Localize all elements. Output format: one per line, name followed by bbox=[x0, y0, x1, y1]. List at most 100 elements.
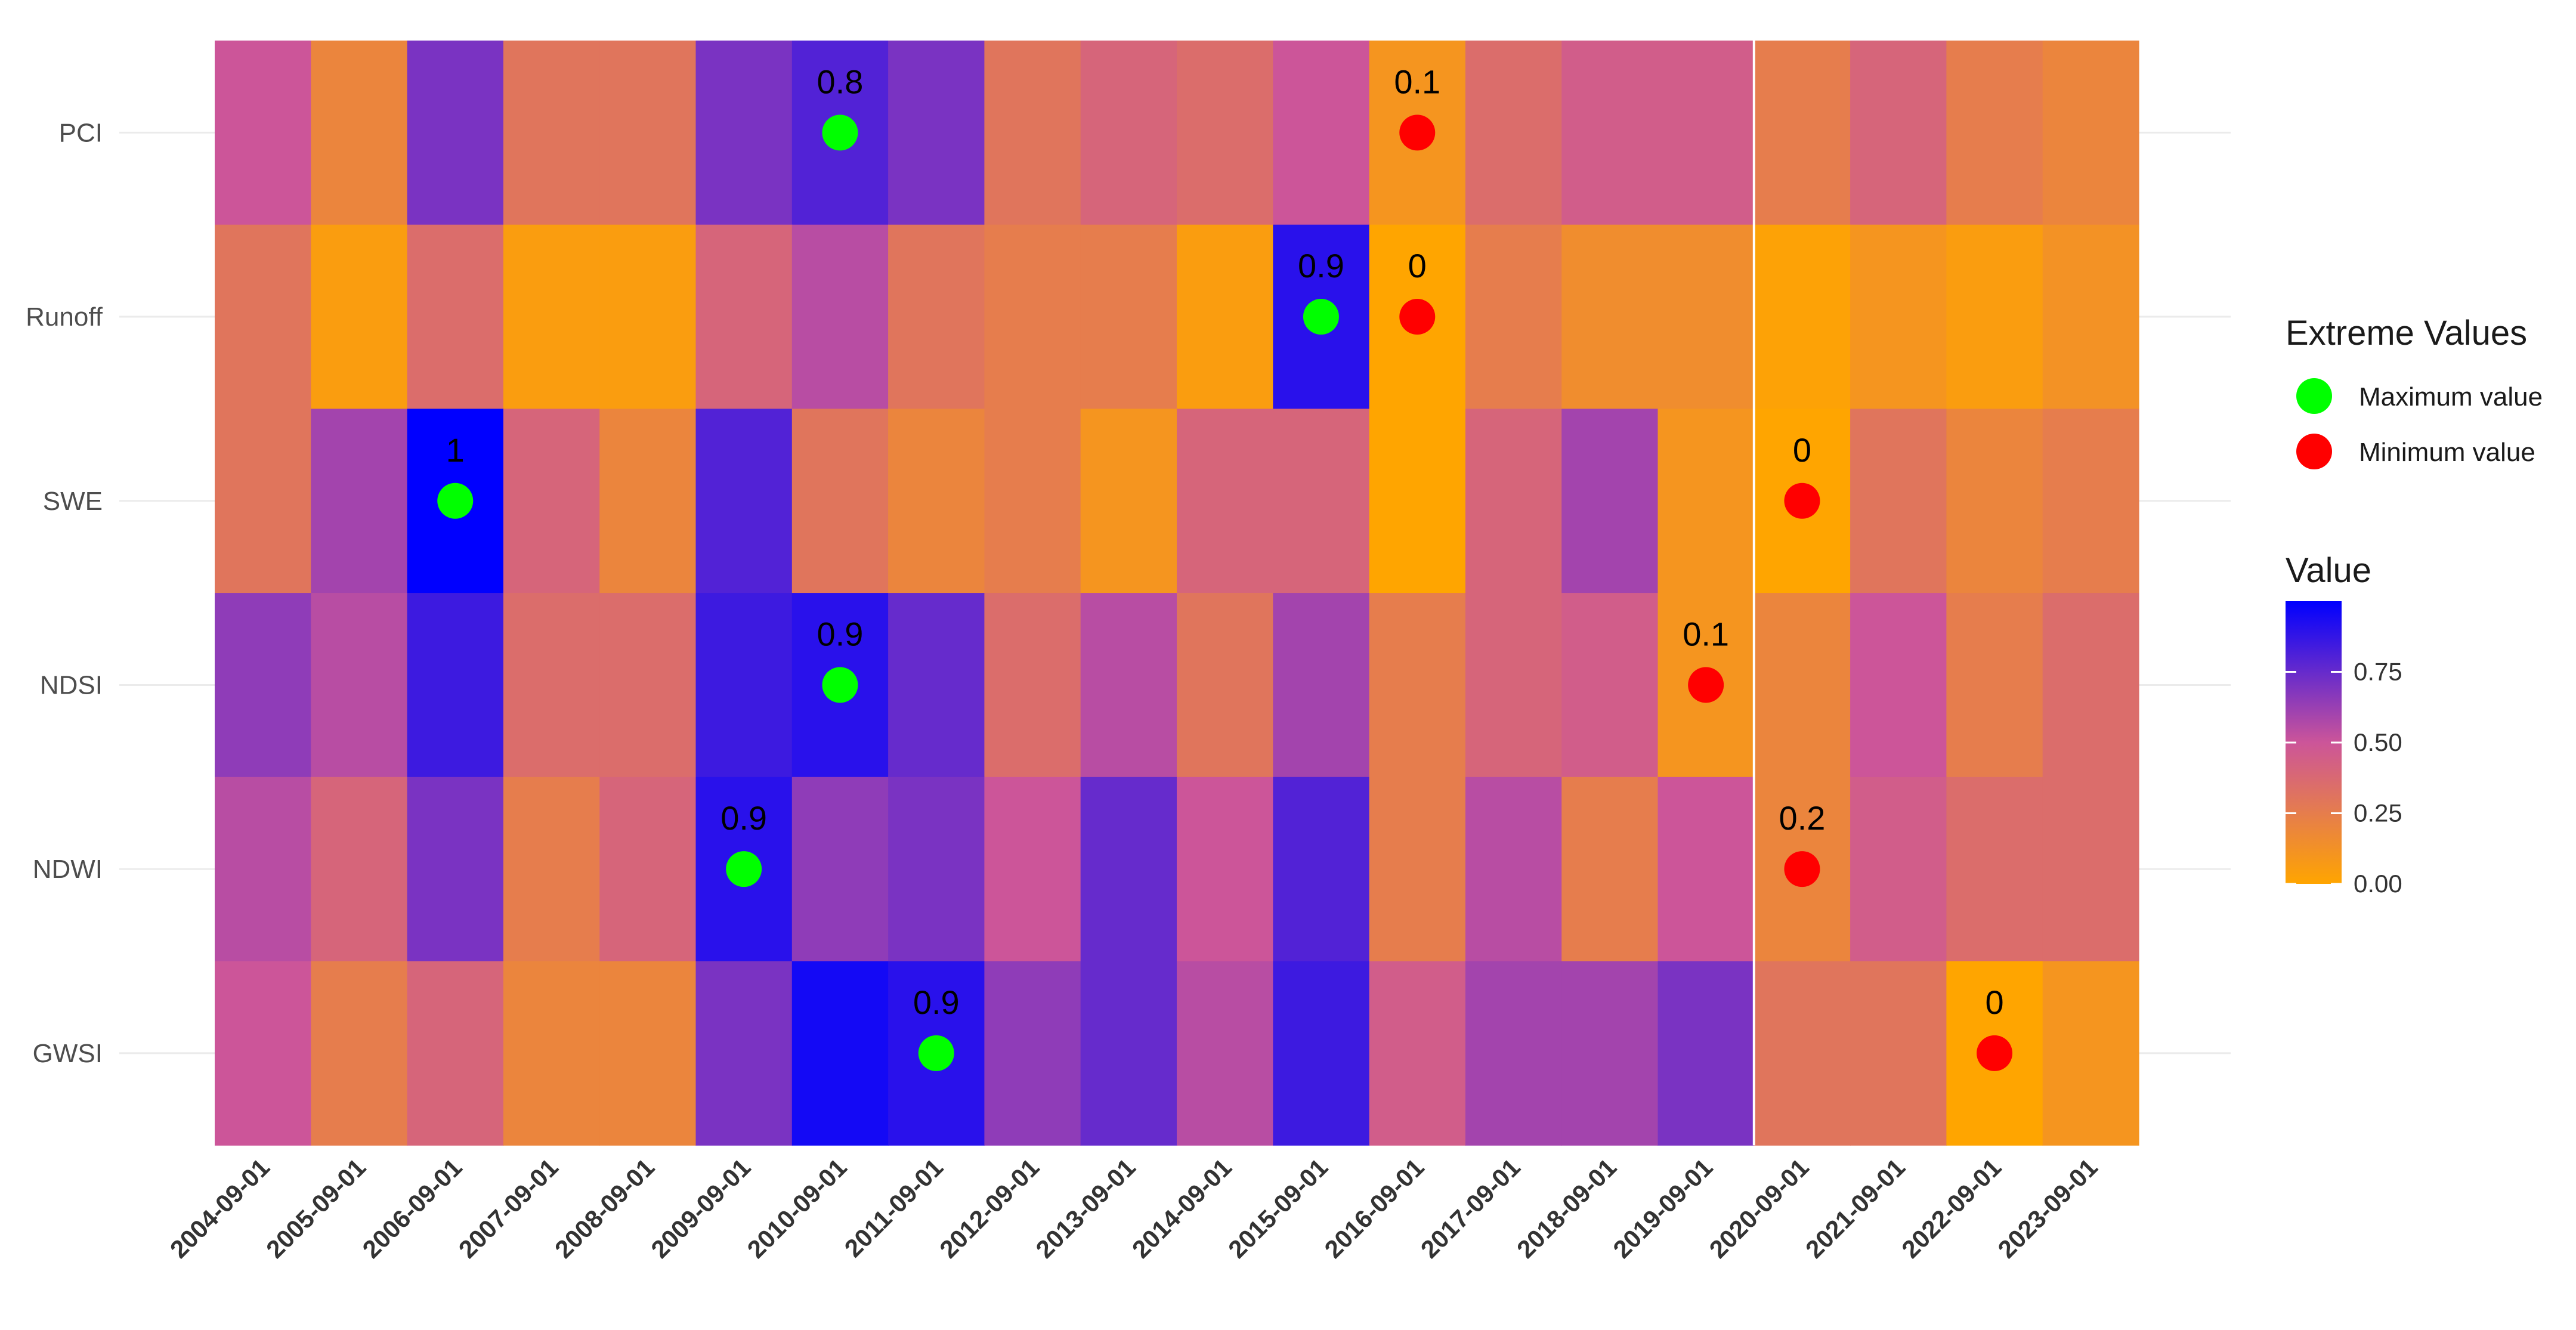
heatmap-cell bbox=[1465, 777, 1562, 962]
heatmap-cell bbox=[1369, 409, 1466, 593]
heatmap-cell bbox=[1273, 961, 1370, 1146]
x-tick-label: 2011-09-01 bbox=[839, 1153, 949, 1263]
x-tick-label: 2021-09-01 bbox=[1800, 1153, 1910, 1263]
heatmap-cell bbox=[1080, 224, 1177, 409]
x-tick-label: 2020-09-01 bbox=[1704, 1153, 1814, 1263]
colorbar: Value 0.00 0.25 0.50 0.75 bbox=[2286, 551, 2402, 898]
heatmap-cell bbox=[1273, 409, 1370, 593]
x-tick-label: 2023-09-01 bbox=[1993, 1153, 2103, 1263]
heatmap-cell bbox=[888, 593, 985, 778]
x-tick-label: 2006-09-01 bbox=[357, 1153, 467, 1263]
y-tick-label: PCI bbox=[59, 118, 103, 147]
heatmap-cell bbox=[311, 41, 408, 225]
heatmap-cell bbox=[2042, 961, 2139, 1146]
x-tick-label: 2005-09-01 bbox=[261, 1153, 371, 1263]
heatmap-cell bbox=[599, 41, 697, 225]
heatmap-cell bbox=[311, 224, 408, 409]
x-tick-label: 2022-09-01 bbox=[1896, 1153, 2006, 1263]
heatmap-cell bbox=[503, 593, 600, 778]
heatmap-cell bbox=[1080, 41, 1177, 225]
heatmap-cell bbox=[215, 224, 311, 409]
heatmap-cell bbox=[407, 777, 504, 962]
heatmap-cell bbox=[311, 593, 408, 778]
extreme-points: 0.8 0.1 0.9 0 1 0 0.9 0.1 0.9 0.2 0.9 0 bbox=[437, 63, 2013, 1071]
min-point bbox=[1688, 667, 1724, 703]
colorbar-title: Value bbox=[2286, 551, 2371, 590]
data-label: 0 bbox=[1408, 247, 1427, 284]
heatmap-cells bbox=[215, 41, 2139, 1146]
x-tick-label: 2018-09-01 bbox=[1511, 1153, 1622, 1263]
x-tick-label: 2016-09-01 bbox=[1319, 1153, 1429, 1263]
x-axis-labels: 2004-09-012005-09-012006-09-012007-09-01… bbox=[165, 1153, 2103, 1263]
heatmap-cell bbox=[1273, 41, 1370, 225]
x-tick-label: 2009-09-01 bbox=[645, 1153, 756, 1263]
heatmap-cell bbox=[1657, 224, 1755, 409]
heatmap-cell bbox=[1273, 777, 1370, 962]
heatmap-cell bbox=[1177, 961, 1273, 1146]
data-label: 0.2 bbox=[1779, 799, 1826, 837]
heatmap-cell bbox=[599, 777, 697, 962]
x-tick-label: 2013-09-01 bbox=[1031, 1153, 1141, 1263]
heatmap-cell bbox=[1465, 593, 1562, 778]
heatmap-cell bbox=[1657, 41, 1755, 225]
min-point bbox=[1784, 482, 1820, 519]
heatmap-cell bbox=[311, 777, 408, 962]
heatmap-cell bbox=[2042, 409, 2139, 593]
heatmap-cell bbox=[1561, 409, 1659, 593]
heatmap-cell bbox=[1177, 409, 1273, 593]
heatmap-cell bbox=[1850, 593, 1947, 778]
heatmap-cell bbox=[1177, 777, 1273, 962]
heatmap-cell bbox=[2042, 41, 2139, 225]
data-label: 0.1 bbox=[1683, 615, 1729, 652]
y-tick-label: SWE bbox=[43, 487, 103, 516]
data-label: 0.9 bbox=[1298, 247, 1344, 284]
heatmap-cell bbox=[1465, 409, 1562, 593]
heatmap-cell bbox=[791, 961, 889, 1146]
min-point bbox=[1399, 299, 1436, 335]
heatmap-cell bbox=[791, 224, 889, 409]
data-label: 0 bbox=[1985, 983, 2003, 1021]
heatmap-cell bbox=[1561, 593, 1659, 778]
heatmap-cell bbox=[984, 777, 1081, 962]
max-point bbox=[726, 851, 762, 887]
heatmap-cell bbox=[984, 593, 1081, 778]
heatmap-cell bbox=[599, 224, 697, 409]
heatmap-cell bbox=[215, 777, 311, 962]
colorbar-tick-label: 0.50 bbox=[2354, 728, 2402, 756]
heatmap-cell bbox=[1465, 224, 1562, 409]
heatmap-cell bbox=[1369, 777, 1466, 962]
heatmap-cell bbox=[888, 224, 985, 409]
legend-min-label: Minimum value bbox=[2359, 438, 2535, 467]
colorbar-tick-label: 0.75 bbox=[2354, 658, 2402, 686]
heatmap-cell bbox=[1946, 224, 2043, 409]
heatmap-cell bbox=[1369, 593, 1466, 778]
heatmap-cell bbox=[1561, 777, 1659, 962]
x-tick-label: 2004-09-01 bbox=[165, 1153, 275, 1263]
colorbar-ticks: 0.00 0.25 0.50 0.75 bbox=[2286, 658, 2402, 898]
heatmap-cell bbox=[407, 224, 504, 409]
max-point bbox=[437, 482, 474, 519]
max-point bbox=[822, 115, 858, 151]
heatmap-cell bbox=[1946, 409, 2043, 593]
heatmap-cell bbox=[1657, 961, 1755, 1146]
y-tick-label: NDSI bbox=[40, 670, 103, 700]
heatmap-cell bbox=[599, 593, 697, 778]
heatmap-cell bbox=[1754, 961, 1851, 1146]
heatmap-cell bbox=[1946, 593, 2043, 778]
y-tick-label: Runoff bbox=[26, 302, 103, 332]
heatmap-cell bbox=[1369, 961, 1466, 1146]
heatmap-cell bbox=[599, 409, 697, 593]
data-label: 0.9 bbox=[817, 615, 864, 652]
heatmap-cell bbox=[503, 777, 600, 962]
heatmap-cell bbox=[215, 409, 311, 593]
heatmap-cell bbox=[407, 961, 504, 1146]
x-tick-label: 2017-09-01 bbox=[1415, 1153, 1526, 1263]
heatmap-cell bbox=[2042, 593, 2139, 778]
data-label: 0.9 bbox=[913, 983, 960, 1021]
y-axis-labels: PCI Runoff SWE NDSI NDWI GWSI bbox=[26, 118, 103, 1068]
heatmap-cell bbox=[1754, 224, 1851, 409]
legend-max-marker bbox=[2296, 378, 2332, 414]
max-point bbox=[822, 667, 858, 703]
heatmap-cell bbox=[1465, 961, 1562, 1146]
heatmap-cell bbox=[984, 961, 1081, 1146]
